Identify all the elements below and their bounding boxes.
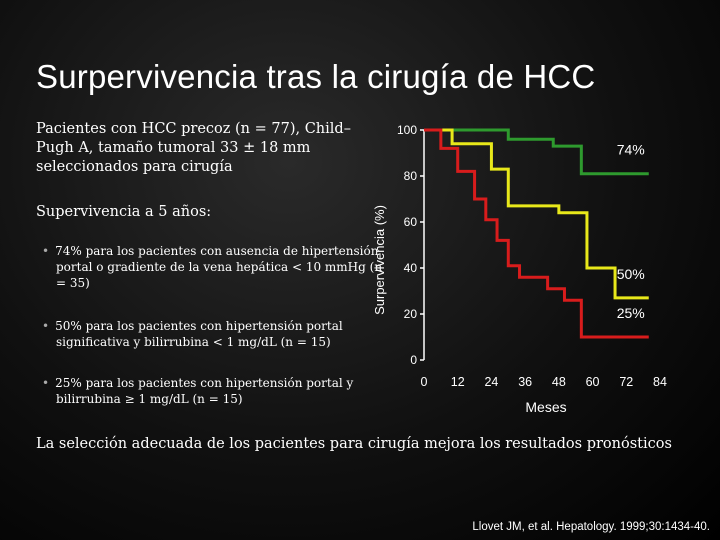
y-tick-label: 100 [397,123,417,137]
x-tick-label: 36 [518,375,532,389]
slide-title: Surpervivencia tras la cirugía de HCC [36,58,596,95]
x-tick-label: 12 [451,375,465,389]
x-tick-label: 60 [586,375,600,389]
y-tick-label: 0 [410,353,417,367]
x-tick-label: 48 [552,375,566,389]
bullet-portal-hypertension-low-bilirubin: 50% para los pacientes con hipertensión … [40,318,386,350]
five-year-survival-heading: Supervivencia a 5 años: [36,204,212,220]
y-axis-label: Surpervivencia (%) [372,205,387,315]
y-tick-label: 80 [404,169,418,183]
y-tick-label: 20 [404,307,418,321]
x-tick-label: 24 [484,375,498,389]
citation: Llovet JM, et al. Hepatology. 1999;30:14… [472,521,710,533]
x-tick-label: 0 [421,375,428,389]
curve-end-label-2: 50% [617,266,645,282]
curve-end-label-1: 74% [617,142,645,158]
bullet-portal-hypertension-high-bilirubin: 25% para los pacientes con hipertensión … [40,375,386,407]
x-axis-label: Meses [525,399,566,415]
survival-curve-1 [424,128,649,176]
x-tick-label: 84 [653,375,667,389]
curve-end-label-3: 25% [617,305,645,321]
survival-curve-2 [424,128,649,300]
study-population-text: Pacientes con HCC precoz (n = 77), Child… [36,121,351,175]
y-tick-label: 40 [404,261,418,275]
y-tick-label: 60 [404,215,418,229]
bullet-no-portal-hypertension: 74% para los pacientes con ausencia de h… [40,243,386,291]
survival-curve-3 [424,128,649,339]
conclusion-text: La selección adecuada de los pacientes p… [36,436,672,452]
x-tick-label: 72 [619,375,633,389]
